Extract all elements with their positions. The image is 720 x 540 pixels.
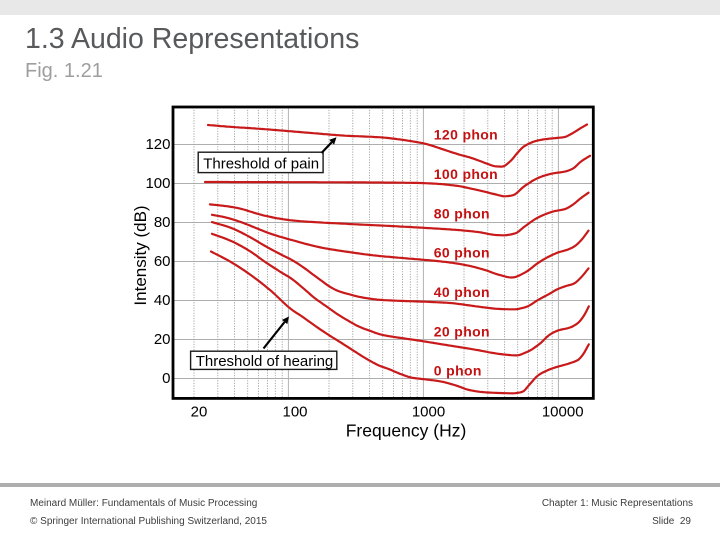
svg-text:Threshold of pain: Threshold of pain <box>203 156 319 173</box>
svg-text:Threshold of hearing: Threshold of hearing <box>196 353 334 370</box>
svg-text:80: 80 <box>154 214 171 231</box>
svg-text:0 phon: 0 phon <box>434 363 482 379</box>
svg-text:40 phon: 40 phon <box>434 284 490 300</box>
svg-text:100 phon: 100 phon <box>434 166 498 182</box>
svg-text:120: 120 <box>145 136 170 153</box>
svg-text:80 phon: 80 phon <box>434 205 490 221</box>
svg-text:100: 100 <box>145 175 170 192</box>
svg-text:100: 100 <box>282 404 307 421</box>
svg-text:20: 20 <box>191 404 208 421</box>
svg-text:20: 20 <box>154 331 171 348</box>
svg-text:1000: 1000 <box>412 404 445 421</box>
svg-text:120 phon: 120 phon <box>434 127 498 143</box>
svg-text:Frequency (Hz): Frequency (Hz) <box>346 421 467 441</box>
svg-text:40: 40 <box>154 292 171 309</box>
svg-text:Intensity (dB): Intensity (dB) <box>131 205 150 305</box>
svg-text:0: 0 <box>162 370 170 387</box>
svg-text:60: 60 <box>154 253 171 270</box>
svg-text:60 phon: 60 phon <box>434 245 490 261</box>
svg-text:10000: 10000 <box>542 404 584 421</box>
svg-text:20 phon: 20 phon <box>434 323 490 339</box>
